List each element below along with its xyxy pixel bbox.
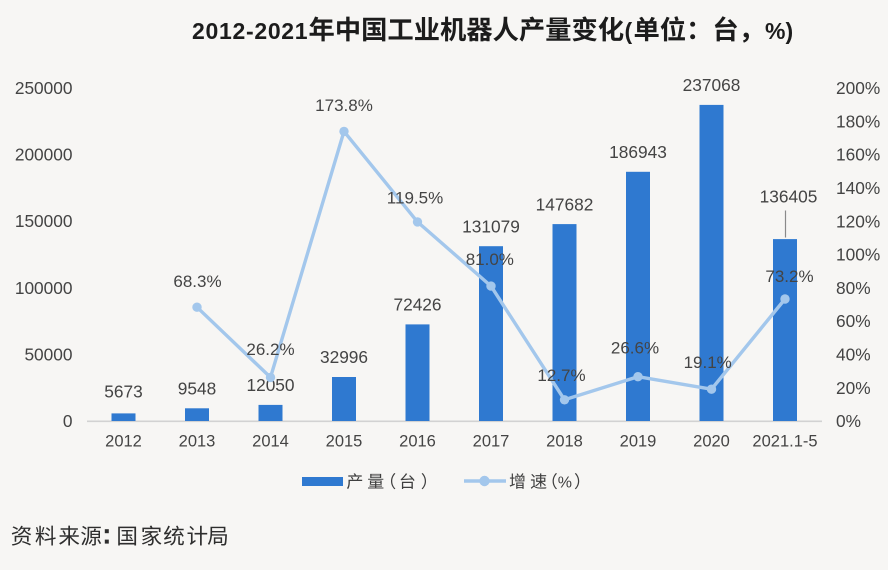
svg-text:80%: 80% bbox=[836, 278, 871, 298]
svg-text:140%: 140% bbox=[836, 178, 880, 198]
svg-text:12050: 12050 bbox=[246, 375, 294, 395]
svg-text:2020: 2020 bbox=[693, 433, 730, 451]
svg-text:2014: 2014 bbox=[252, 433, 289, 451]
svg-text:5673: 5673 bbox=[104, 382, 142, 402]
svg-text:40%: 40% bbox=[836, 345, 871, 365]
svg-text:2013: 2013 bbox=[179, 433, 216, 451]
svg-text:19.1%: 19.1% bbox=[684, 353, 732, 372]
svg-text:20%: 20% bbox=[836, 378, 871, 398]
svg-text:%: % bbox=[558, 475, 572, 492]
svg-text:100%: 100% bbox=[836, 245, 880, 265]
svg-text:2016: 2016 bbox=[399, 433, 436, 451]
svg-text:73.2%: 73.2% bbox=[765, 267, 813, 286]
svg-text:119.5%: 119.5% bbox=[387, 189, 443, 208]
svg-text:9548: 9548 bbox=[178, 379, 216, 399]
svg-text:160%: 160% bbox=[836, 145, 880, 165]
svg-text:26.6%: 26.6% bbox=[611, 339, 659, 358]
svg-text:26.2%: 26.2% bbox=[246, 340, 294, 359]
svg-text:81.0%: 81.0% bbox=[466, 250, 514, 269]
svg-text:237068: 237068 bbox=[683, 75, 741, 95]
svg-text:0%: 0% bbox=[836, 411, 861, 431]
svg-text:186943: 186943 bbox=[609, 142, 667, 162]
svg-text:250000: 250000 bbox=[15, 78, 73, 98]
svg-text:2017: 2017 bbox=[473, 433, 510, 451]
svg-text:2012-2021: 2012-2021 bbox=[192, 18, 308, 44]
svg-text:200000: 200000 bbox=[15, 145, 73, 165]
svg-text:50000: 50000 bbox=[24, 345, 72, 365]
svg-text:68.3%: 68.3% bbox=[173, 272, 221, 291]
svg-text:120%: 120% bbox=[836, 211, 880, 231]
svg-text:100000: 100000 bbox=[15, 278, 73, 298]
svg-text:32996: 32996 bbox=[320, 347, 368, 367]
svg-text:12.7%: 12.7% bbox=[537, 366, 585, 385]
svg-text:2015: 2015 bbox=[326, 433, 363, 451]
svg-text:173.8%: 173.8% bbox=[315, 96, 373, 115]
svg-text:136405: 136405 bbox=[760, 187, 818, 207]
svg-text:(: ( bbox=[625, 18, 633, 44]
svg-text:60%: 60% bbox=[836, 311, 871, 331]
svg-text:0: 0 bbox=[63, 411, 73, 431]
svg-text:200%: 200% bbox=[836, 78, 880, 98]
svg-text:72426: 72426 bbox=[393, 295, 441, 315]
svg-text:%): %) bbox=[765, 18, 793, 44]
svg-text:2021.1-5: 2021.1-5 bbox=[752, 433, 817, 451]
svg-text:131079: 131079 bbox=[462, 216, 520, 236]
svg-text:147682: 147682 bbox=[536, 194, 594, 214]
svg-text:150000: 150000 bbox=[15, 211, 73, 231]
svg-text:2019: 2019 bbox=[620, 433, 657, 451]
svg-text:2018: 2018 bbox=[546, 433, 583, 451]
svg-text:2012: 2012 bbox=[105, 433, 142, 451]
svg-text:180%: 180% bbox=[836, 111, 880, 131]
